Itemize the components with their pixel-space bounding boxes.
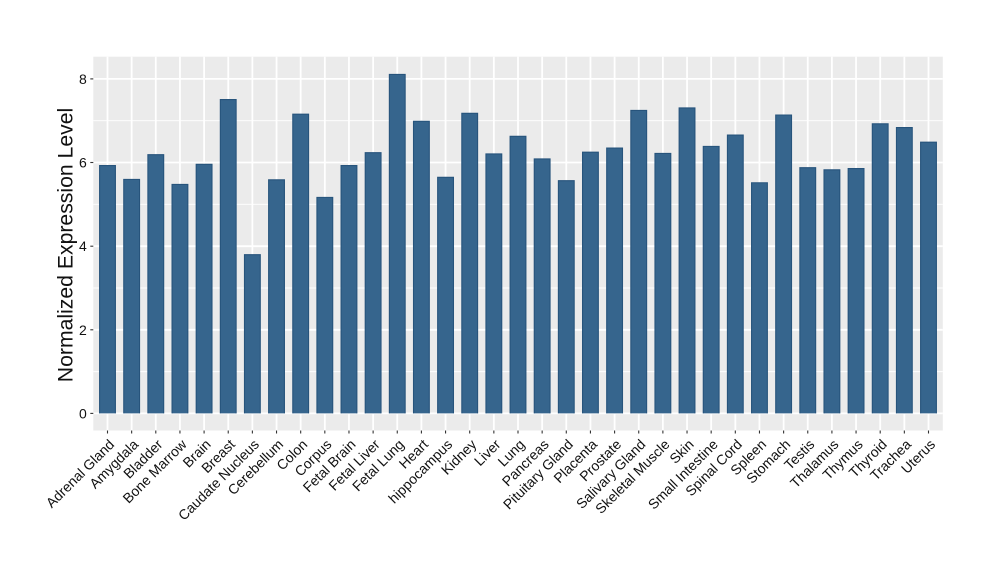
svg-text:0: 0 (79, 405, 87, 421)
svg-text:6: 6 (79, 155, 87, 171)
svg-text:Normalized Expression Level: Normalized Expression Level (55, 108, 78, 382)
svg-text:4: 4 (79, 238, 87, 254)
svg-text:2: 2 (79, 322, 87, 338)
svg-text:8: 8 (79, 71, 87, 87)
